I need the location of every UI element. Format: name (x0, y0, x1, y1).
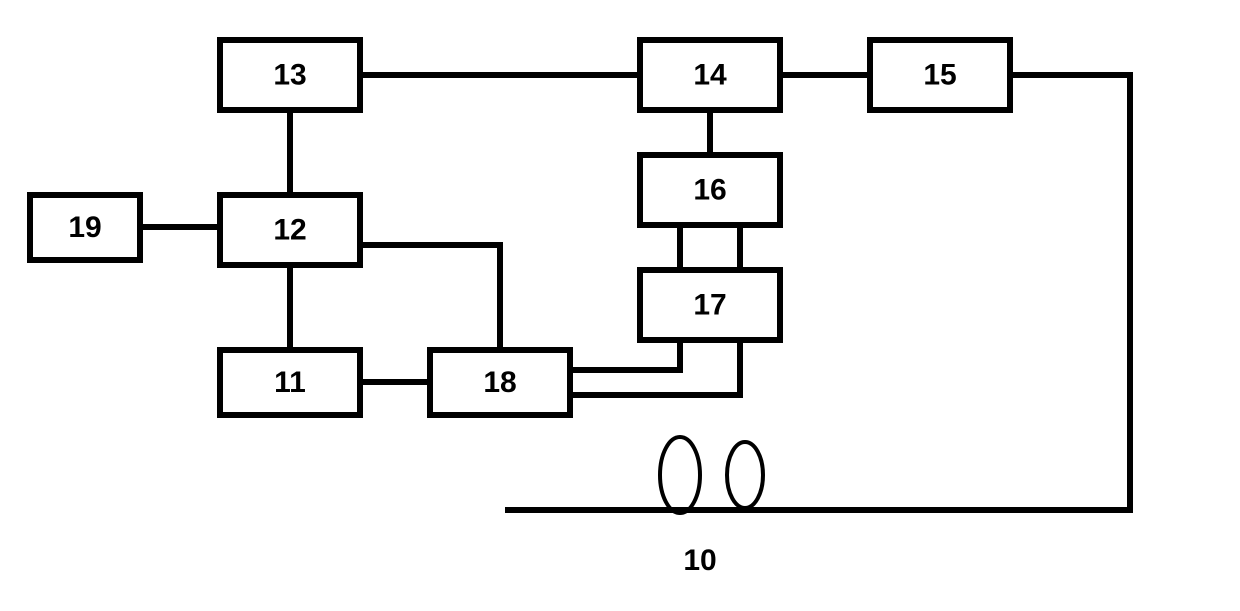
block-label: 17 (693, 289, 726, 322)
ground-ellipse (727, 442, 763, 508)
block-18: 18 (430, 350, 570, 415)
block-13: 13 (220, 40, 360, 110)
block-14: 14 (640, 40, 780, 110)
block-12: 12 (220, 195, 360, 265)
block-label: 19 (68, 211, 101, 244)
block-15: 15 (870, 40, 1010, 110)
block-11: 11 (220, 350, 360, 415)
block-19: 19 (30, 195, 140, 260)
block-label: 11 (274, 366, 306, 399)
edge (360, 245, 500, 350)
block-label: 14 (693, 59, 727, 92)
ground-label: 10 (683, 544, 716, 577)
ground-ellipse (660, 437, 700, 513)
block-label: 12 (273, 214, 306, 247)
edge (570, 340, 680, 370)
block-label: 18 (483, 366, 516, 399)
edge (508, 75, 1130, 510)
block-label: 13 (273, 59, 306, 92)
block-16: 16 (640, 155, 780, 225)
block-label: 16 (693, 174, 726, 207)
block-17: 17 (640, 270, 780, 340)
block-label: 15 (923, 59, 956, 92)
